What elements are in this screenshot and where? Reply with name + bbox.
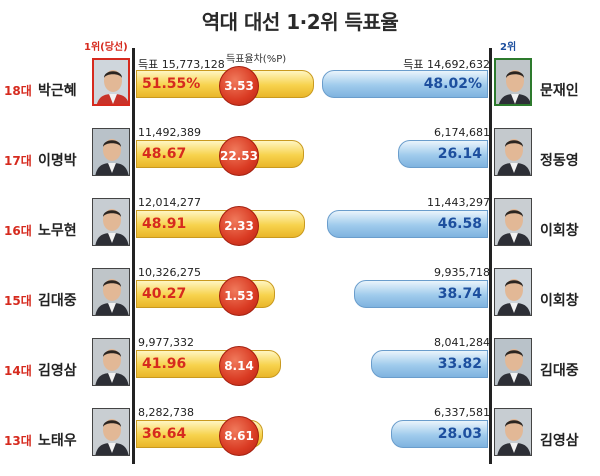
winner-portrait [92,128,130,176]
winner-name: 박근혜 [38,83,77,99]
portrait-image [94,60,128,104]
election-row: 16대 노무현 12,014,277 48.91 2.33 11,443,297 46.58… [0,196,600,262]
winner-percent: 48.67 [142,146,187,162]
difference-badge: 3.53 [219,66,259,106]
runner-portrait [494,408,532,456]
runner-portrait [494,58,532,106]
winner-votes: 12,014,277 [138,196,201,209]
runner-bar [354,280,488,308]
difference-badge: 1.53 [219,276,259,316]
portrait-image [93,199,129,245]
runner-votes: 6,174,681 [434,126,490,139]
runner-bar [391,420,488,448]
winner-name: 노무현 [38,223,77,239]
election-term-label: 15대 [4,294,32,308]
election-row: 14대 김영삼 9,977,332 41.96 8.14 8,041,284 33.82 김대… [0,336,600,402]
runner-percent: 26.14 [437,146,482,162]
winner-votes: 9,977,332 [138,336,194,349]
election-row: 17대 이명박 11,492,389 48.67 22.53 6,174,681 26.14… [0,126,600,192]
winner-portrait [92,268,130,316]
winner-portrait [92,198,130,246]
winner-portrait [92,408,130,456]
winner-percent: 48.91 [142,216,187,232]
winner-name: 김영삼 [38,363,77,379]
runner-axis-line [489,48,492,464]
runner-name: 이회창 [540,223,579,239]
portrait-image [495,269,531,315]
winner-axis-line [132,48,135,464]
runner-bar [371,350,488,378]
runner-bar [322,70,488,98]
election-term-label: 13대 [4,434,32,448]
election-row: 15대 김대중 10,326,275 40.27 1.53 9,935,718 38.74 이… [0,266,600,332]
winner-name: 노태우 [38,433,77,449]
difference-badge: 8.61 [219,416,259,456]
winner-percent: 41.96 [142,356,187,372]
portrait-image [495,409,531,455]
runner-name: 정동영 [540,153,579,169]
portrait-image [93,409,129,455]
difference-badge: 8.14 [219,346,259,386]
runner-portrait [494,268,532,316]
portrait-image [495,129,531,175]
runner-votes: 8,041,284 [434,336,490,349]
runner-percent: 33.82 [437,356,482,372]
runner-votes: 11,443,297 [427,196,490,209]
diff-header: 득표율차(%P) [226,54,287,65]
winner-portrait [92,338,130,386]
election-row: 18대 박근혜 득표 15,773,128 51.55% 3.53 득표 14,692,6… [0,56,600,122]
runner-bar [398,140,488,168]
portrait-image [93,269,129,315]
difference-badge: 2.33 [219,206,259,246]
winner-portrait [92,58,130,106]
runner-name: 문재인 [540,83,579,99]
runner-portrait [494,198,532,246]
winner-percent: 51.55% [142,76,201,92]
runner-name: 김영삼 [540,433,579,449]
runner-bar [327,210,488,238]
runner-percent: 38.74 [437,286,482,302]
portrait-image [93,129,129,175]
winner-percent: 36.64 [142,426,187,442]
election-term-label: 14대 [4,364,32,378]
runner-portrait [494,338,532,386]
election-term-label: 18대 [4,84,32,98]
runner-votes: 6,337,581 [434,406,490,419]
portrait-image [495,339,531,385]
election-row: 13대 노태우 8,282,738 36.64 8.61 6,337,581 28.03 김영… [0,406,600,472]
portrait-image [495,199,531,245]
runner-votes: 득표 14,692,632 [403,58,490,71]
runner-percent: 48.02% [423,76,482,92]
runner-percent: 28.03 [437,426,482,442]
election-term-label: 16대 [4,224,32,238]
winner-votes: 득표 15,773,128 [138,58,225,71]
election-term-label: 17대 [4,154,32,168]
runner-portrait [494,128,532,176]
runner-header: 2위 [500,42,517,53]
winner-percent: 40.27 [142,286,187,302]
winner-name: 김대중 [38,293,77,309]
winner-header: 1위(당선) [84,42,128,53]
winner-votes: 8,282,738 [138,406,194,419]
runner-percent: 46.58 [437,216,482,232]
winner-votes: 11,492,389 [138,126,201,139]
runner-votes: 9,935,718 [434,266,490,279]
winner-votes: 10,326,275 [138,266,201,279]
difference-badge: 22.53 [219,136,259,176]
portrait-image [93,339,129,385]
chart-title: 역대 대선 1·2위 득표율 [201,10,399,34]
runner-name: 이회창 [540,293,579,309]
winner-name: 이명박 [38,153,77,169]
portrait-image [496,60,530,104]
runner-name: 김대중 [540,363,579,379]
